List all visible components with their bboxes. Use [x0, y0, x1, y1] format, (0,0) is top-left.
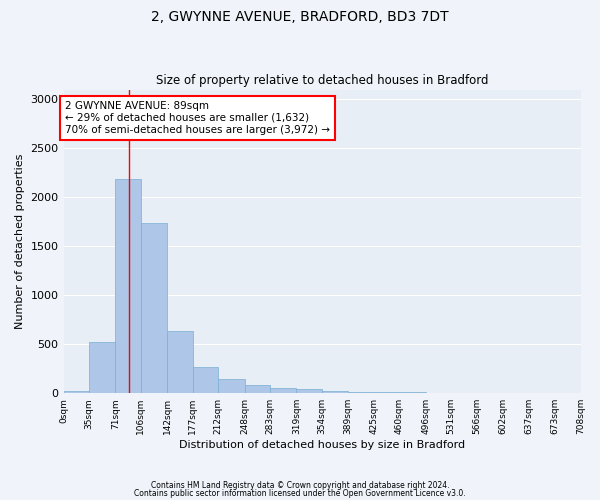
Bar: [89, 342, 115, 393]
Text: 2 GWYNNE AVENUE: 89sqm
← 29% of detached houses are smaller (1,632)
70% of semi-: 2 GWYNNE AVENUE: 89sqm ← 29% of detached…: [65, 102, 330, 134]
Bar: [400, 392, 426, 393]
Text: 2, GWYNNE AVENUE, BRADFORD, BD3 7DT: 2, GWYNNE AVENUE, BRADFORD, BD3 7DT: [151, 10, 449, 24]
Bar: [270, 388, 296, 393]
X-axis label: Distribution of detached houses by size in Bradford: Distribution of detached houses by size …: [179, 440, 465, 450]
Bar: [64, 391, 89, 393]
Bar: [347, 392, 374, 393]
Text: Contains public sector information licensed under the Open Government Licence v3: Contains public sector information licen…: [134, 488, 466, 498]
Bar: [374, 392, 400, 393]
Bar: [322, 391, 347, 393]
Bar: [296, 390, 322, 393]
Y-axis label: Number of detached properties: Number of detached properties: [15, 154, 25, 329]
Bar: [167, 332, 193, 393]
Bar: [141, 223, 167, 393]
Title: Size of property relative to detached houses in Bradford: Size of property relative to detached ho…: [156, 74, 488, 87]
Bar: [193, 367, 218, 393]
Bar: [115, 178, 141, 393]
Text: Contains HM Land Registry data © Crown copyright and database right 2024.: Contains HM Land Registry data © Crown c…: [151, 481, 449, 490]
Bar: [218, 380, 245, 393]
Bar: [245, 386, 270, 393]
